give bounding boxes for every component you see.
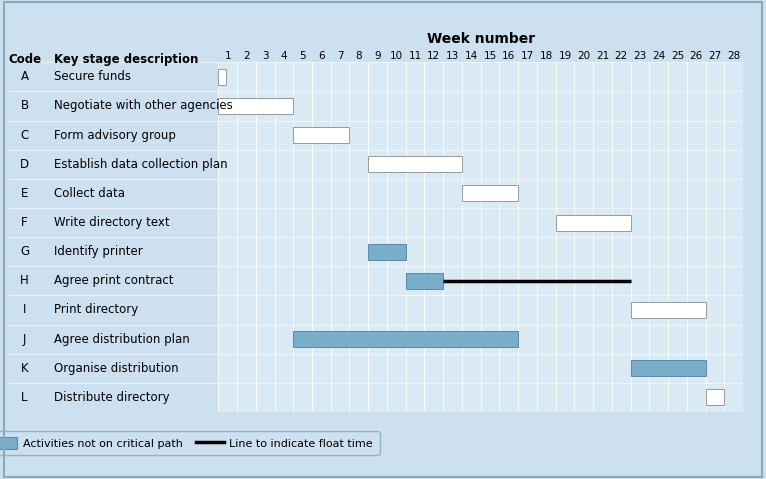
- Text: D: D: [20, 158, 29, 171]
- Text: Print directory: Print directory: [54, 304, 138, 317]
- Bar: [293, 127, 349, 143]
- Bar: [630, 360, 705, 376]
- Legend: Critical path, Activities not on critical path, Line to indicate float time: Critical path, Activities not on critica…: [0, 431, 380, 456]
- Text: F: F: [21, 216, 28, 229]
- Text: Organise distribution: Organise distribution: [54, 362, 178, 375]
- Text: Identify printer: Identify printer: [54, 245, 142, 258]
- Text: H: H: [20, 274, 29, 287]
- Bar: [218, 98, 293, 114]
- Bar: [705, 389, 725, 405]
- Text: I: I: [23, 304, 26, 317]
- Text: J: J: [23, 332, 26, 345]
- Text: Collect data: Collect data: [54, 187, 125, 200]
- Text: Establish data collection plan: Establish data collection plan: [54, 158, 228, 171]
- Text: Agree print contract: Agree print contract: [54, 274, 174, 287]
- Text: A: A: [21, 70, 28, 83]
- Bar: [368, 156, 462, 172]
- Bar: [555, 215, 630, 230]
- Text: L: L: [21, 391, 28, 404]
- Text: Distribute directory: Distribute directory: [54, 391, 169, 404]
- Bar: [368, 244, 406, 260]
- Text: Key stage description: Key stage description: [54, 53, 198, 66]
- Bar: [462, 185, 518, 201]
- Text: Secure funds: Secure funds: [54, 70, 131, 83]
- Text: E: E: [21, 187, 28, 200]
- Title: Week number: Week number: [427, 32, 535, 46]
- Bar: [293, 331, 518, 347]
- Text: Negotiate with other agencies: Negotiate with other agencies: [54, 100, 233, 113]
- Text: Write directory text: Write directory text: [54, 216, 169, 229]
- Text: G: G: [20, 245, 29, 258]
- Text: C: C: [21, 129, 28, 142]
- Text: Code: Code: [8, 53, 41, 66]
- Text: K: K: [21, 362, 28, 375]
- Text: Agree distribution plan: Agree distribution plan: [54, 332, 190, 345]
- Text: B: B: [21, 100, 28, 113]
- Text: Form advisory group: Form advisory group: [54, 129, 176, 142]
- Bar: [630, 302, 705, 318]
- Bar: [406, 273, 444, 289]
- Bar: [218, 69, 226, 85]
